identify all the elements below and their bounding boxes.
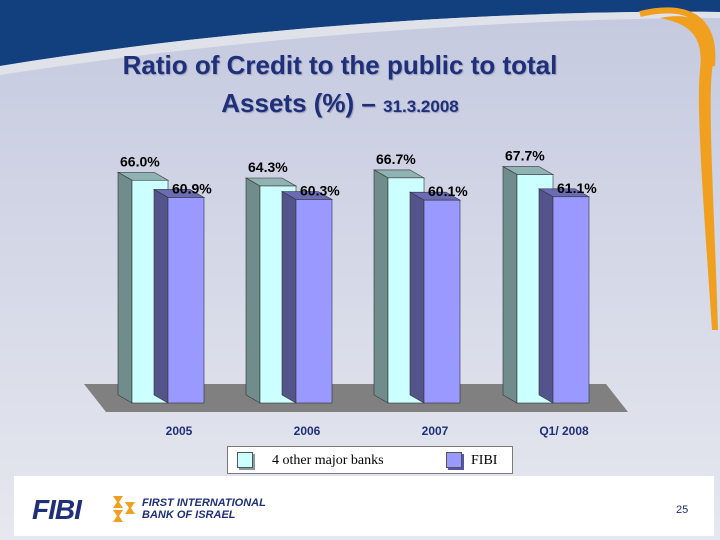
bank-name: FIRST INTERNATIONAL BANK OF ISRAEL (142, 497, 266, 521)
bar-side-others-1 (245, 177, 261, 404)
bar-side-others-3 (502, 165, 518, 404)
page-number: 25 (676, 504, 689, 516)
data-label-others-0: 66.0% (120, 153, 160, 169)
chart-title-line2: Assets (%) – 31.3.2008 (40, 88, 640, 119)
bar-side-fibi-2 (409, 191, 425, 404)
bank-name-line1: FIRST INTERNATIONAL (142, 497, 266, 509)
bank-name-line2: BANK OF ISRAEL (142, 509, 236, 521)
chart-title-text: Assets (%) – (221, 88, 376, 118)
bar-side-fibi-3 (538, 188, 554, 404)
fibi-logo: FIBI (32, 494, 82, 525)
bar-fibi-1 (295, 199, 333, 404)
data-label-others-2: 66.7% (376, 151, 416, 167)
chart-legend: 4 other major banks FIBI (227, 446, 513, 474)
data-label-fibi-1: 60.3% (300, 182, 340, 198)
data-label-fibi-0: 60.9% (172, 180, 212, 196)
legend-swatch-others (237, 452, 253, 468)
legend-label-fibi: FIBI (471, 453, 498, 468)
legend-label-others: 4 other major banks (272, 453, 384, 468)
x-tick-label-1: 2006 (294, 424, 321, 438)
bar-side-fibi-1 (281, 190, 297, 404)
bar-fibi-3 (552, 196, 590, 404)
bar-fibi-2 (423, 199, 461, 404)
chart-title-line1: Ratio of Credit to the public to total (122, 50, 558, 80)
x-tick-label-0: 2005 (166, 424, 193, 438)
x-tick-label-2: 2007 (422, 424, 449, 438)
bar-side-fibi-0 (153, 188, 169, 404)
bar-side-others-2 (373, 169, 389, 404)
legend-swatch-fibi (446, 452, 462, 468)
data-label-fibi-3: 61.1% (557, 180, 597, 196)
data-label-others-1: 64.3% (248, 159, 288, 175)
x-tick-label-3: Q1/ 2008 (539, 424, 589, 438)
data-label-fibi-2: 60.1% (428, 183, 468, 199)
chart-title-date: 31.3.2008 (383, 97, 459, 116)
data-label-others-3: 67.7% (505, 148, 545, 164)
footer-bar: FIBI FIRST INTERNATIONAL BANK OF ISRAEL … (14, 476, 714, 536)
bar-fibi-0 (167, 197, 205, 404)
bar-side-others-0 (117, 171, 133, 404)
chart-floor (84, 384, 628, 412)
fibi-emblem-icon (113, 496, 135, 522)
